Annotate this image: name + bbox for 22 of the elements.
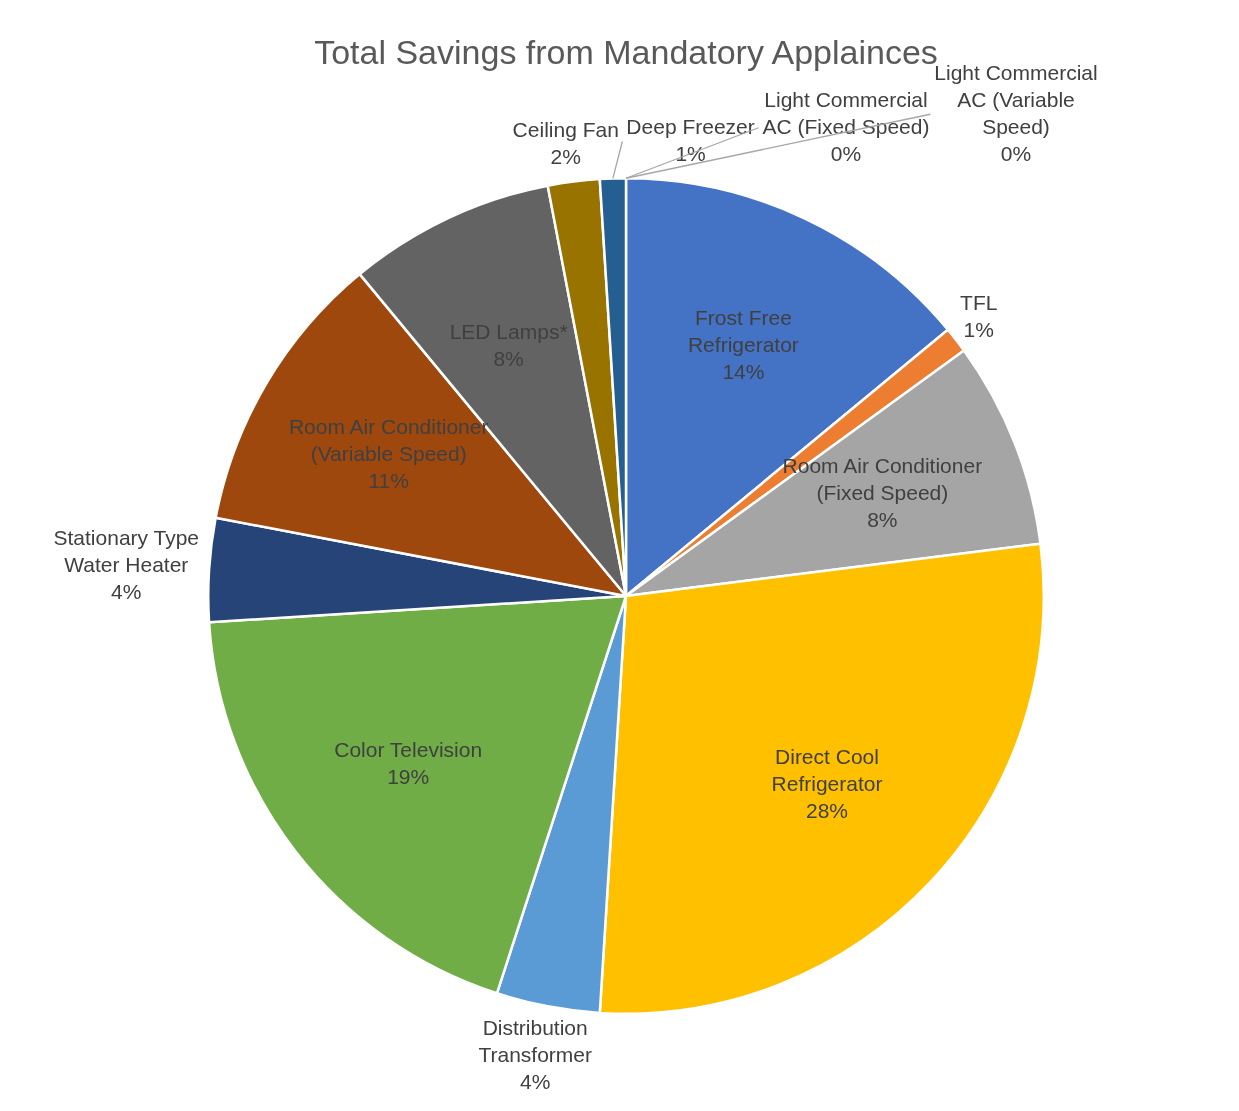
slice-label: Ceiling Fan	[512, 118, 619, 142]
text: 0%	[830, 141, 862, 165]
slice-label: Deep Freezer	[626, 114, 755, 138]
data-label: 2%	[550, 145, 581, 169]
data-label: 8%	[867, 508, 898, 532]
data-label: 1%	[963, 317, 994, 341]
category-label: Light Commercial AC (Fixed Speed)	[762, 87, 930, 138]
slice-label: Stationary Type Water Heater	[53, 526, 200, 577]
data-label: 14%	[722, 360, 765, 384]
slice-label: TFL	[960, 290, 998, 314]
text: 0%	[1000, 141, 1032, 165]
slice-label: Color Television	[334, 738, 483, 762]
data-label: 4%	[111, 580, 142, 604]
data-label: 4%	[520, 1069, 551, 1093]
slice-label: Direct Cool Refrigerator	[771, 744, 883, 795]
data-label: 19%	[387, 765, 430, 789]
data-label: 11%	[368, 469, 409, 493]
slice-label: Frost Free Refrigerator	[687, 306, 799, 357]
data-label: 1%	[675, 141, 706, 165]
slice-label: Distribution Transformer	[478, 1015, 592, 1066]
slice-label: Room Air Conditioner (Variable Speed)	[288, 415, 489, 466]
data-label: 28%	[805, 798, 848, 822]
